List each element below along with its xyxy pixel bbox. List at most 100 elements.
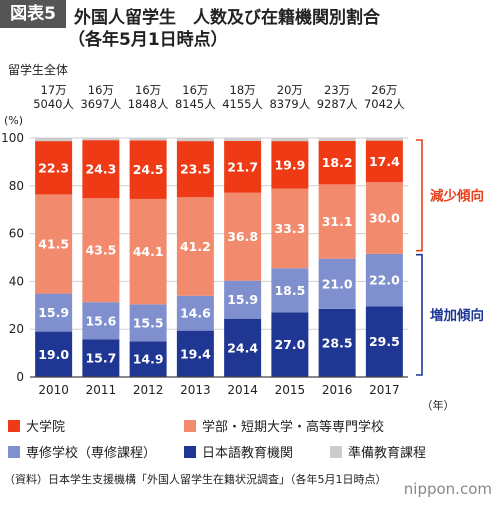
bar-segment: [318, 140, 356, 185]
x-tick-label: 2010: [38, 383, 69, 397]
total-count-label: 16万: [182, 83, 208, 97]
chart-title: 外国人留学生 人数及び在籍機関別割合: [74, 8, 380, 28]
legend-item-preparatory: 準備教育課程: [330, 442, 426, 461]
data-label: 15.9: [38, 305, 69, 320]
trend-annotation: 増加傾向: [430, 307, 484, 324]
data-label: 14.9: [133, 352, 164, 367]
bar-segment: [224, 280, 262, 319]
data-label: 18.2: [322, 155, 353, 170]
data-label: 31.1: [322, 214, 353, 229]
bar-segment: [35, 141, 73, 195]
bar-segment: [224, 192, 262, 281]
total-count-label: 1848人: [128, 97, 169, 111]
data-label: 44.1: [133, 244, 164, 259]
bar-segment: [129, 138, 167, 141]
data-label: 24.4: [227, 340, 258, 355]
trend-bracket: [416, 253, 423, 376]
bar-segment: [318, 184, 356, 259]
total-count-label: 9287人: [317, 97, 358, 111]
total-count-label: 5040人: [33, 97, 74, 111]
data-label: 33.3: [274, 221, 305, 236]
data-label: 24.3: [85, 162, 116, 177]
bar-segment: [176, 295, 214, 331]
total-count-label: 18万: [230, 83, 256, 97]
total-count-label: 7042人: [364, 97, 405, 111]
legend-label: 準備教育課程: [348, 446, 427, 461]
stacked-bar-chart: 留学生全体 (%) 0 20 40 60 80 100 19.0 15.9 41.5 22.3 2010…: [1, 62, 484, 412]
x-tick-label: 2017: [369, 383, 400, 397]
legend-swatch: [184, 419, 196, 432]
bar-segment: [82, 140, 120, 199]
bar-segment: [271, 141, 309, 189]
bar-segment: [224, 140, 262, 193]
legend-label: 専修学校（専修課程）: [26, 446, 157, 461]
bar-segment: [82, 198, 120, 303]
data-label: 19.0: [38, 347, 69, 362]
bar-segment: [82, 138, 120, 141]
x-tick-label: 2013: [180, 383, 211, 397]
data-label: 15.9: [227, 292, 258, 307]
bar-segment: [224, 318, 262, 377]
bar-segment: [35, 194, 73, 294]
y-tick-label: 20: [9, 322, 24, 336]
y-tick-label: 0: [16, 370, 24, 384]
bar-segment: [35, 331, 73, 377]
legend-label: 日本語教育機関: [202, 446, 294, 461]
data-label: 41.2: [180, 239, 211, 254]
legend-label: 大学院: [26, 420, 66, 435]
nippon-logo: nippon.com: [403, 480, 492, 498]
bar-segment: [318, 258, 356, 309]
bar-segment: [176, 330, 214, 377]
x-tick-label: 2016: [322, 383, 353, 397]
bar-segment: [271, 312, 309, 377]
bar-segment: [82, 302, 120, 340]
y-tick-label: 40: [9, 274, 24, 288]
bar-segment: [271, 188, 309, 269]
bar-segment: [318, 138, 356, 141]
bar-segment: [365, 138, 403, 141]
y-tick-label: 100: [1, 131, 24, 145]
total-count-label: 17万: [41, 83, 67, 97]
y-tick-label: 80: [9, 179, 24, 193]
bar-segment: [35, 138, 73, 142]
data-label: 15.7: [85, 351, 116, 366]
legend-swatch: [8, 445, 20, 458]
data-label: 23.5: [180, 162, 211, 177]
data-label: 28.5: [322, 335, 353, 350]
bar-segment: [35, 293, 73, 332]
data-label: 29.5: [369, 334, 400, 349]
legend-swatch: [8, 419, 20, 432]
bar-segment: [365, 140, 403, 183]
data-label: 21.0: [322, 276, 353, 291]
figure-label: 図表5: [0, 0, 66, 28]
bar-segment: [129, 198, 167, 305]
data-label: 30.0: [369, 211, 400, 226]
chart-subtitle: （各年5月1日時点）: [68, 30, 228, 50]
total-count-label: 20万: [277, 83, 303, 97]
trend-annotation: 減少傾向: [430, 187, 484, 204]
data-label: 18.5: [274, 283, 305, 298]
legend-item-vocational: 専修学校（専修課程）: [8, 442, 156, 461]
data-label: 36.8: [227, 229, 258, 244]
data-label: 27.0: [274, 337, 305, 352]
legend-item-graduate: 大学院: [8, 416, 65, 435]
bar-segment: [224, 138, 262, 141]
data-label: 19.9: [274, 157, 305, 172]
bar-segment: [365, 182, 403, 254]
total-count-label: 16万: [135, 83, 161, 97]
bar-segment: [365, 253, 403, 307]
data-label: 15.6: [85, 313, 116, 328]
data-label: 21.7: [227, 159, 258, 174]
total-count-label: 8145人: [175, 97, 216, 111]
legend-item-japanese-language: 日本語教育機関: [184, 442, 293, 461]
source-note: （資料）日本学生支援機構「外国人留学生在籍状況調査」（各年5月1日時点）: [4, 473, 387, 486]
data-label: 24.5: [133, 162, 164, 177]
total-count-label: 3697人: [80, 97, 121, 111]
y-tick-label: 60: [9, 227, 24, 241]
data-label: 17.4: [369, 154, 400, 169]
data-label: 19.4: [180, 346, 211, 361]
bar-segment: [271, 138, 309, 142]
legend-swatch: [184, 445, 196, 458]
total-count-label: 16万: [88, 83, 114, 97]
total-label: 留学生全体: [8, 62, 68, 77]
